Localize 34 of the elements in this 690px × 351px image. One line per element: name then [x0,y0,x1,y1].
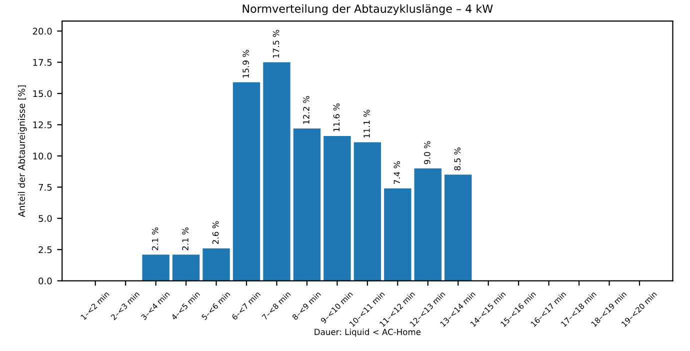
data-label: 2.1 % [182,227,188,250]
bar [142,254,170,281]
bar [293,128,321,281]
x-axis-title: Dauer: Liquid < AC-Home [314,328,421,337]
data-label: 9.0 % [424,141,430,164]
y-tick-label: 17.5 [33,59,52,66]
data-label: 2.6 % [212,221,219,244]
y-tick-label: 7.5 [38,184,52,191]
data-label: 2.1 % [152,227,158,250]
bar [172,254,200,281]
bar [414,168,442,281]
data-label: 15.9 % [242,50,249,78]
data-label: 17.5 % [272,30,280,58]
y-tick-label: 5.0 [38,215,52,222]
data-label: 8.5 % [454,148,461,170]
y-tick-label: 0.0 [38,278,52,284]
bar [444,174,472,281]
bar [354,142,382,281]
bar [384,188,412,281]
data-label: 12.2 % [303,96,310,124]
y-tick-label: 15.0 [33,90,52,98]
y-tick-label: 12.5 [33,121,52,128]
data-label: 11.1 % [364,110,370,138]
bar [263,62,290,281]
chart-title: Normverteilung der Abtauzykluslänge – 4 kW [242,4,493,16]
data-label: 7.4 % [394,161,400,184]
y-tick-label: 2.5 [38,246,52,254]
bar [202,248,230,281]
y-tick-label: 20.0 [32,28,52,35]
y-tick-label: 10.0 [33,152,52,160]
data-label: 11.6 % [333,104,340,132]
bar [232,82,260,281]
y-axis-title: Anteil der Abtaureignisse [%] [18,85,27,218]
bar [324,136,351,281]
